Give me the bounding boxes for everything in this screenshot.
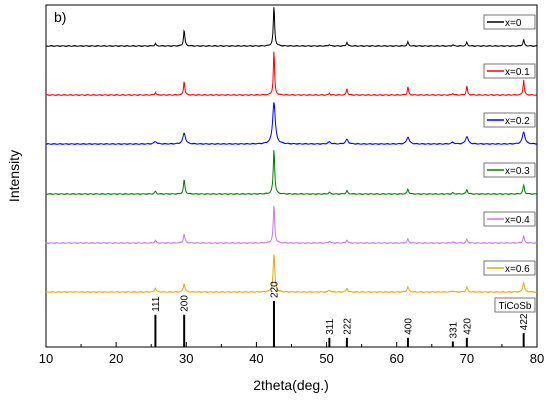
legend-box xyxy=(483,211,536,227)
reference-hkl-label: 220 xyxy=(269,281,280,298)
panel-label: b) xyxy=(54,9,66,25)
x-tick-label: 10 xyxy=(39,351,53,366)
x-tick-label: 40 xyxy=(249,351,263,366)
x-axis-label: 2theta(deg.) xyxy=(253,377,329,393)
legend-label: x=0 xyxy=(505,18,522,29)
x-tick-label: 80 xyxy=(530,351,544,366)
x-tick-label: 20 xyxy=(109,351,123,366)
reference-hkl-label: 222 xyxy=(342,318,353,335)
legend-box xyxy=(483,63,536,79)
legend-box xyxy=(483,162,536,178)
x-tick-label: 50 xyxy=(319,351,333,366)
reference-hkl-label: 311 xyxy=(325,318,336,334)
series-line xyxy=(45,102,538,146)
x-tick-label: 60 xyxy=(389,351,403,366)
reference-hkl-label: 111 xyxy=(151,296,162,312)
legend-box xyxy=(483,14,536,30)
series-line xyxy=(45,51,538,97)
x-tick-label: 70 xyxy=(460,351,474,366)
series-line xyxy=(45,254,538,294)
xrd-patterns: x=0 x=0.1 x=0.2 x=0.3 x=0.4 x=0.6 xyxy=(45,7,538,294)
reference-hkl-label: 422 xyxy=(519,313,530,330)
series-line xyxy=(45,205,538,245)
legend-label: x=0.4 xyxy=(505,215,530,226)
reference-legend-box xyxy=(494,297,536,313)
plot-frame xyxy=(45,4,538,348)
x-axis-ticks: 10 20 30 40 50 60 70 80 xyxy=(39,342,544,366)
x-tick-label: 30 xyxy=(179,351,193,366)
legend-box xyxy=(483,112,536,128)
reference-hkl-label: 420 xyxy=(462,318,473,335)
legend-box xyxy=(483,260,536,276)
legend-label: x=0.2 xyxy=(505,116,530,127)
reference-hkl-label: 331 xyxy=(448,321,459,338)
legend-label: x=0.3 xyxy=(505,166,530,177)
legend-label: x=0.6 xyxy=(505,264,530,275)
series-line xyxy=(45,7,538,48)
reference-hkl-label: 200 xyxy=(180,295,191,312)
reference-legend-label: TiCoSb xyxy=(499,301,532,312)
series-line xyxy=(45,150,538,196)
reference-hkl-label: 400 xyxy=(403,318,414,335)
legend-label: x=0.1 xyxy=(505,67,530,78)
y-axis-label: Intensity xyxy=(6,150,22,202)
